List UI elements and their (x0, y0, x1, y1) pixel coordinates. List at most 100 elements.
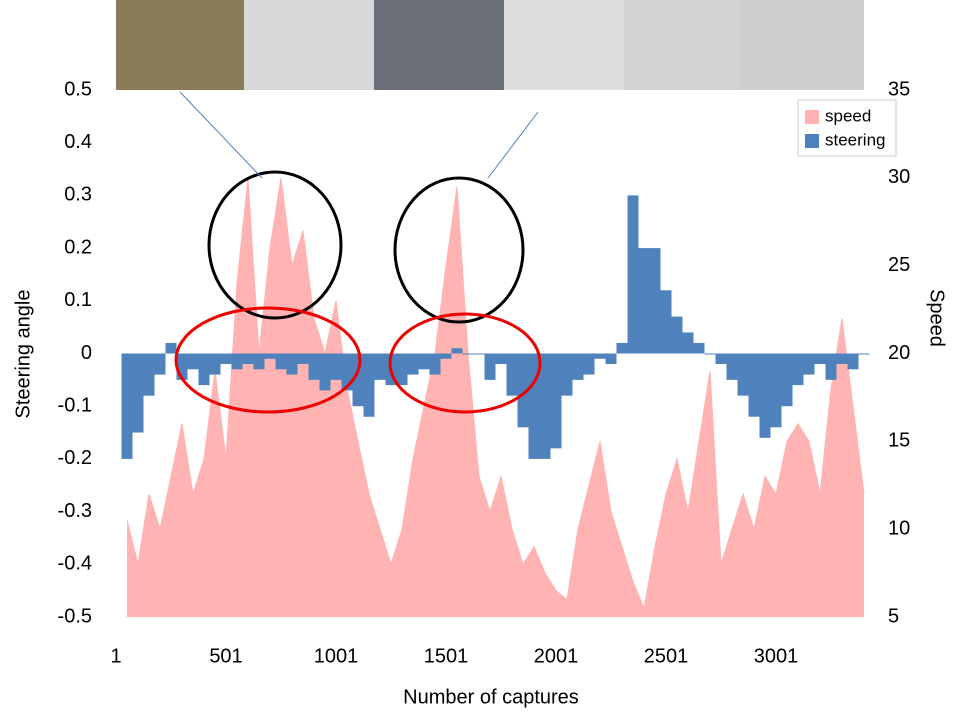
bar (165, 342, 177, 354)
y-tick-label: -0.2 (58, 447, 92, 469)
bar (286, 353, 298, 375)
bar (605, 353, 617, 365)
legend: speed steering (797, 99, 897, 157)
bar (297, 353, 309, 365)
thumbnail (244, 0, 374, 92)
bar (473, 353, 485, 355)
bar (143, 353, 155, 396)
bar (649, 248, 661, 354)
bar (275, 353, 287, 370)
bar (781, 353, 793, 407)
bar (264, 353, 276, 359)
circle (174, 306, 362, 414)
bar (638, 248, 650, 354)
bar (352, 353, 364, 407)
bar (517, 353, 529, 428)
bar (803, 353, 815, 375)
x-tick-label: 3001 (754, 645, 799, 667)
x-tick-label: 1001 (314, 645, 359, 667)
thumbnail (116, 0, 244, 92)
y-tick-label: 0.3 (64, 184, 92, 206)
circle (393, 176, 525, 324)
legend-label: steering (825, 130, 885, 149)
bar (572, 353, 584, 380)
bar (814, 353, 826, 365)
thumbnails (116, 0, 864, 92)
legend-swatch (805, 134, 819, 148)
y-tick-label: 0.2 (64, 236, 92, 258)
bar (759, 353, 771, 438)
bar (858, 353, 870, 355)
y2-tick-label: 10 (888, 517, 910, 539)
y-axis-label: Steering angle (12, 290, 34, 419)
bar (462, 353, 474, 355)
arrow (179, 91, 263, 179)
thumbnail (738, 0, 864, 92)
plot-area (116, 90, 870, 618)
x-tick-label: 501 (209, 645, 242, 667)
y2-tick-label: 35 (888, 78, 910, 100)
bar (308, 353, 320, 380)
y-tick-label: 0 (81, 342, 92, 364)
circle (207, 170, 343, 320)
bar (154, 353, 166, 375)
y-tick-label: -0.4 (58, 553, 92, 575)
x-tick-label: 2001 (534, 645, 579, 667)
y2-tick-label: 25 (888, 254, 910, 276)
bar (847, 353, 859, 370)
legend-swatch (805, 110, 819, 124)
bar (682, 332, 694, 354)
x-tick-label: 1 (110, 645, 121, 667)
bar (836, 353, 848, 365)
bar (660, 290, 672, 354)
area-line (126, 177, 865, 610)
bar (825, 353, 837, 380)
bar (253, 353, 265, 370)
bar (539, 353, 551, 459)
bar (220, 353, 232, 365)
y-tick-label: 0.1 (64, 289, 92, 311)
bar (792, 353, 804, 386)
bar (209, 353, 221, 375)
bar (363, 353, 375, 417)
bar (374, 353, 386, 380)
y2-tick-label: 5 (888, 605, 899, 627)
bar (616, 342, 628, 354)
bar (341, 353, 353, 391)
y2-tick-label: 20 (888, 342, 910, 364)
bar (693, 342, 705, 354)
x-axis-label: Number of captures (403, 686, 579, 708)
bar (187, 353, 199, 370)
bar (407, 353, 419, 375)
bar (583, 353, 595, 375)
thumbnail (624, 0, 738, 92)
y2-tick-label: 15 (888, 430, 910, 452)
thumbnail (374, 0, 504, 92)
bar (231, 353, 243, 370)
y-tick-label: -0.5 (58, 605, 92, 627)
bar (748, 353, 760, 417)
bar (495, 353, 507, 365)
bar (396, 353, 408, 386)
legend-label: speed (825, 106, 871, 125)
bar (627, 195, 639, 354)
arrow (487, 111, 539, 179)
bar (737, 353, 749, 396)
x-tick-label: 1501 (424, 645, 469, 667)
bar (319, 353, 331, 391)
bar (671, 316, 683, 354)
y-tick-label: 0.4 (64, 131, 92, 153)
bar (726, 353, 738, 380)
y-tick-label: 0.5 (64, 78, 92, 100)
bar (198, 353, 210, 386)
y-tick-label: -0.1 (58, 394, 92, 416)
bar (429, 353, 441, 375)
bar (770, 353, 782, 428)
area-fill (127, 177, 864, 618)
bar (561, 353, 573, 396)
bar (715, 353, 727, 365)
y2-tick-label: 30 (888, 166, 910, 188)
bar (418, 353, 430, 370)
bar (550, 353, 562, 449)
